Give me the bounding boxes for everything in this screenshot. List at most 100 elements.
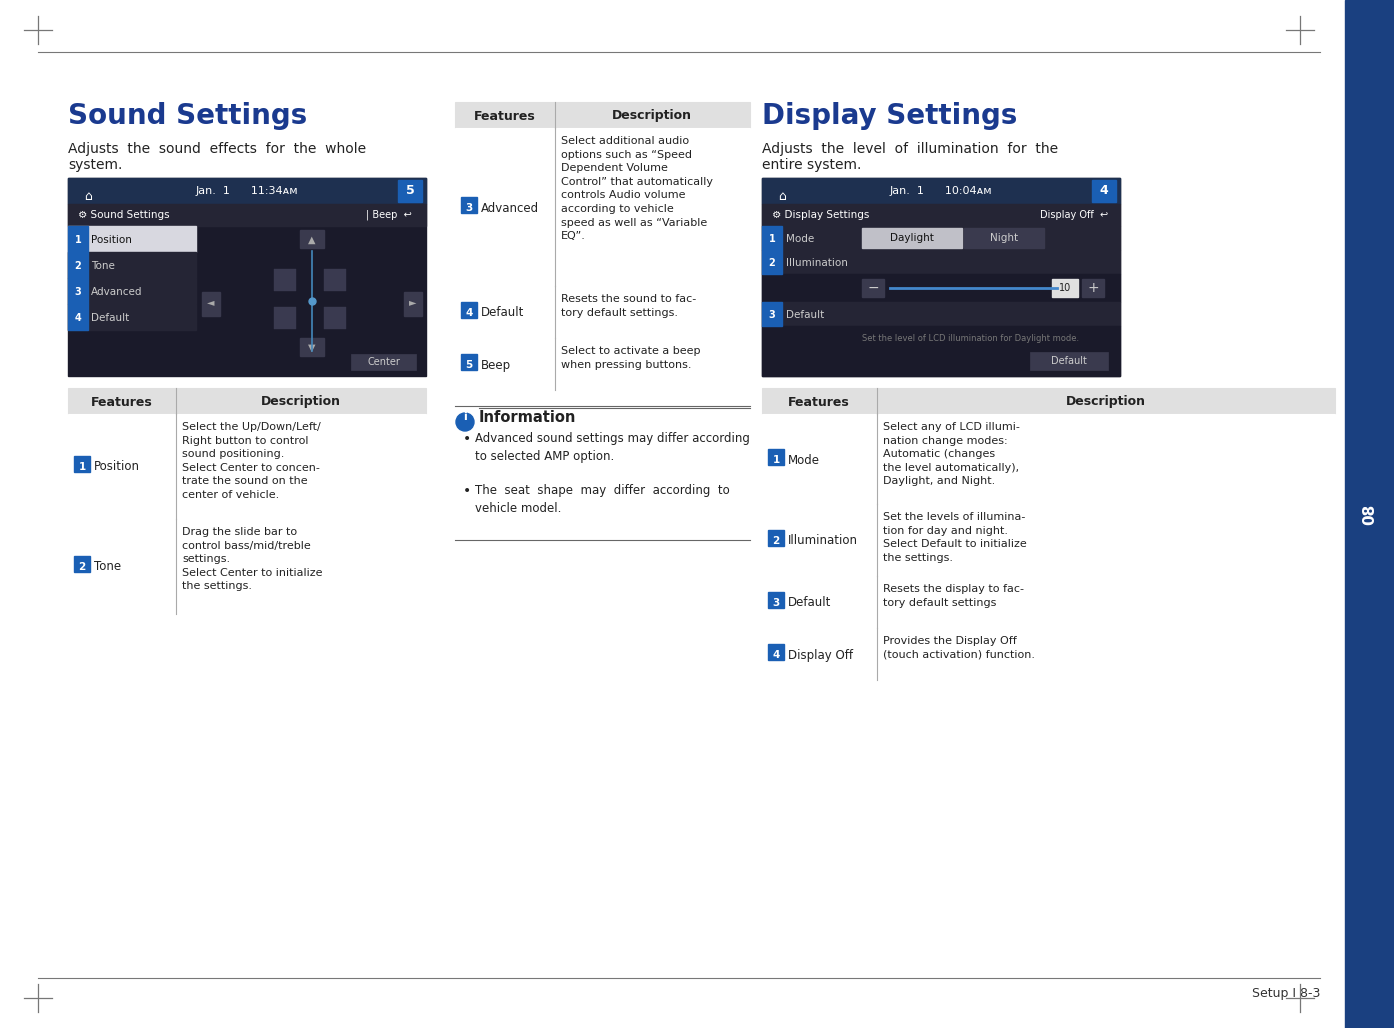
Bar	[399, 180, 422, 201]
Text: ⌂: ⌂	[84, 189, 92, 203]
Text: Display Off: Display Off	[788, 649, 853, 661]
Bar	[763, 504, 1335, 576]
Bar	[763, 326, 1119, 376]
Text: ►: ►	[410, 297, 417, 307]
Bar	[1082, 279, 1104, 297]
Bar	[68, 178, 427, 376]
Text: Description: Description	[612, 110, 691, 122]
Text: Center: Center	[368, 357, 400, 367]
Text: Tone: Tone	[93, 560, 121, 574]
Bar	[68, 519, 427, 614]
Text: Default: Default	[786, 310, 824, 320]
Text: Night: Night	[990, 233, 1018, 243]
Text: Jan.  1      10:04ᴀᴍ: Jan. 1 10:04ᴀᴍ	[889, 186, 993, 196]
Bar	[763, 226, 1119, 250]
Text: | Beep  ↩: | Beep ↩	[367, 210, 411, 220]
Text: 3: 3	[466, 203, 473, 213]
Bar	[454, 286, 750, 338]
Text: ◄: ◄	[208, 297, 215, 307]
Text: Description: Description	[261, 396, 342, 408]
Text: Resets the sound to fac-
tory default settings.: Resets the sound to fac- tory default se…	[560, 294, 696, 318]
Text: Select additional audio
options such as “Speed
Dependent Volume
Control” that au: Select additional audio options such as …	[560, 136, 712, 242]
Text: Position: Position	[93, 461, 139, 474]
Text: Set the level of LCD illumination for Daylight mode.: Set the level of LCD illumination for Da…	[861, 334, 1079, 343]
Bar	[763, 226, 782, 250]
Bar	[202, 292, 220, 316]
Bar	[300, 230, 323, 248]
Bar	[74, 556, 91, 572]
Bar	[861, 228, 962, 248]
Bar	[351, 354, 415, 370]
Text: Tone: Tone	[91, 261, 114, 271]
Text: ⚙ Display Settings: ⚙ Display Settings	[772, 210, 870, 220]
Text: Adjusts  the  level  of  illumination  for  the: Adjusts the level of illumination for th…	[763, 142, 1058, 156]
Text: ▲: ▲	[308, 235, 316, 245]
Bar	[68, 226, 88, 252]
Bar	[68, 252, 197, 278]
Text: 4: 4	[772, 650, 779, 660]
Text: Advanced: Advanced	[481, 201, 539, 215]
Text: 4: 4	[1100, 184, 1108, 197]
Text: Drag the slide bar to
control bass/mid/treble
settings.
Select Center to initial: Drag the slide bar to control bass/mid/t…	[183, 527, 322, 591]
Bar	[68, 278, 197, 304]
Bar	[68, 414, 427, 519]
Text: 2: 2	[75, 261, 81, 271]
Bar	[763, 302, 782, 326]
Bar	[1345, 0, 1394, 1028]
Bar	[763, 388, 1335, 414]
Text: 08: 08	[1362, 504, 1377, 524]
Text: Illumination: Illumination	[788, 535, 857, 548]
Text: 1: 1	[768, 234, 775, 244]
Bar	[454, 102, 750, 128]
Text: 5: 5	[406, 184, 414, 197]
Bar	[763, 628, 1335, 680]
Text: Illumination: Illumination	[786, 258, 848, 268]
Bar	[454, 338, 750, 390]
Bar	[763, 178, 1119, 204]
Bar	[1092, 180, 1117, 201]
Text: i: i	[463, 412, 467, 423]
Text: Information: Information	[480, 409, 576, 425]
Bar	[861, 279, 884, 297]
Text: Setup I 8-3: Setup I 8-3	[1252, 987, 1320, 999]
Bar	[68, 278, 88, 304]
Text: Default: Default	[91, 313, 130, 323]
Text: 10: 10	[1059, 283, 1071, 293]
Text: 2: 2	[78, 562, 85, 572]
Text: Mode: Mode	[786, 234, 814, 244]
Text: Default: Default	[1051, 356, 1087, 366]
Bar	[1030, 352, 1108, 370]
Bar	[275, 307, 296, 329]
Bar	[68, 204, 427, 226]
Bar	[68, 304, 197, 330]
Text: 2: 2	[768, 258, 775, 268]
Text: ⚙ Sound Settings: ⚙ Sound Settings	[78, 210, 170, 220]
Text: Select the Up/Down/Left/
Right button to control
sound positioning.
Select Cente: Select the Up/Down/Left/ Right button to…	[183, 423, 321, 500]
Bar	[763, 274, 1119, 302]
Text: ▼: ▼	[308, 343, 316, 353]
Text: Daylight: Daylight	[889, 233, 934, 243]
Text: 3: 3	[768, 310, 775, 320]
Text: Display Off  ↩: Display Off ↩	[1040, 210, 1108, 220]
Bar	[768, 530, 783, 546]
Text: 1: 1	[75, 235, 81, 245]
Bar	[275, 269, 296, 291]
Text: ⌂: ⌂	[778, 189, 786, 203]
Bar	[68, 226, 197, 252]
Bar	[300, 338, 323, 356]
Bar	[965, 228, 1044, 248]
Text: entire system.: entire system.	[763, 158, 861, 172]
Bar	[1052, 279, 1078, 297]
Text: 1: 1	[78, 462, 85, 472]
Text: 3: 3	[75, 287, 81, 297]
Text: Beep: Beep	[481, 359, 512, 371]
Bar	[763, 178, 1119, 376]
Bar	[323, 269, 346, 291]
Text: system.: system.	[68, 158, 123, 172]
Text: 2: 2	[772, 536, 779, 546]
Text: Default: Default	[481, 306, 524, 320]
Bar	[763, 302, 1119, 326]
Text: Features: Features	[474, 110, 535, 122]
Text: −: −	[867, 281, 878, 295]
Text: Mode: Mode	[788, 453, 820, 467]
